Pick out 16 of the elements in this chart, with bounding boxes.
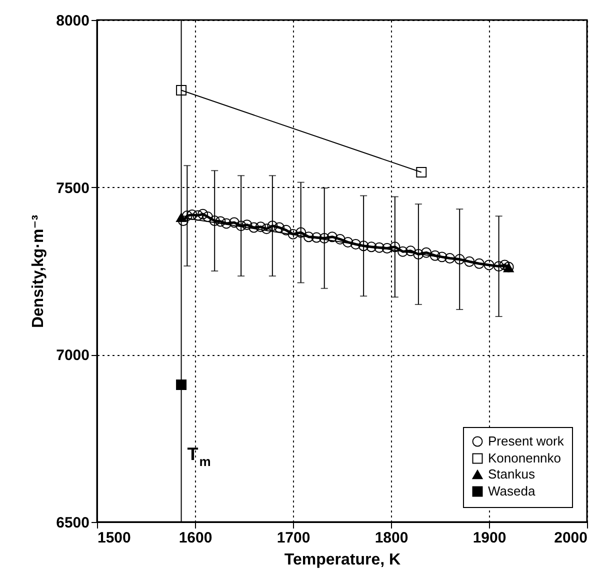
legend-label: Stankus — [488, 466, 536, 482]
x-axis-title: Temperature, K — [284, 552, 402, 568]
x-tick-label: 1500 — [98, 530, 131, 546]
x-tick-label: 1800 — [374, 530, 408, 546]
x-tick-label: 1900 — [472, 530, 506, 546]
legend-label: Present work — [488, 434, 564, 448]
y-tick-label: 8000 — [56, 12, 90, 30]
y-tick-label: 7500 — [56, 180, 90, 197]
legend-label: Waseda — [488, 484, 536, 498]
x-tick-label: 2000 — [554, 530, 588, 546]
legend-label: Kononennko — [488, 450, 562, 466]
y-tick-label: 7000 — [56, 347, 90, 364]
y-axis-title: Density,kg·m⁻³ — [30, 214, 48, 328]
y-tick-label: 6500 — [56, 514, 90, 532]
x-tick-label: 1700 — [276, 530, 310, 546]
x-tick-label: 1600 — [178, 530, 212, 546]
